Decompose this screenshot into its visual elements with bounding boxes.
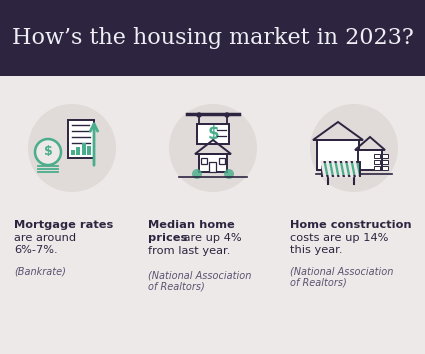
Text: costs are up 14%
this year.: costs are up 14% this year. <box>290 233 388 255</box>
FancyBboxPatch shape <box>71 150 75 155</box>
Text: are around
6%-7%.: are around 6%-7%. <box>14 233 76 255</box>
Circle shape <box>192 169 202 179</box>
FancyBboxPatch shape <box>374 160 380 164</box>
Text: $: $ <box>207 125 219 143</box>
FancyBboxPatch shape <box>382 160 388 164</box>
FancyBboxPatch shape <box>76 147 80 155</box>
FancyBboxPatch shape <box>0 0 425 76</box>
FancyBboxPatch shape <box>82 143 86 155</box>
FancyBboxPatch shape <box>201 158 207 164</box>
FancyBboxPatch shape <box>374 154 380 158</box>
Text: (National Association
of Realtors): (National Association of Realtors) <box>290 266 394 287</box>
Circle shape <box>224 169 234 179</box>
Text: How’s the housing market in 2023?: How’s the housing market in 2023? <box>11 27 414 49</box>
FancyBboxPatch shape <box>199 154 227 172</box>
Circle shape <box>35 139 61 165</box>
FancyBboxPatch shape <box>317 140 359 170</box>
Circle shape <box>28 104 116 192</box>
Text: Home construction: Home construction <box>290 220 412 230</box>
FancyBboxPatch shape <box>374 166 380 170</box>
Text: $: $ <box>44 145 52 159</box>
Circle shape <box>169 104 257 192</box>
FancyBboxPatch shape <box>68 120 94 158</box>
FancyBboxPatch shape <box>197 124 229 144</box>
FancyBboxPatch shape <box>88 146 91 155</box>
Circle shape <box>310 104 398 192</box>
Text: prices: prices <box>148 233 187 243</box>
FancyBboxPatch shape <box>322 162 360 176</box>
FancyBboxPatch shape <box>382 154 388 158</box>
Text: from last year.: from last year. <box>148 246 230 256</box>
Text: (Bankrate): (Bankrate) <box>14 266 66 276</box>
FancyBboxPatch shape <box>358 150 382 170</box>
FancyBboxPatch shape <box>219 158 225 164</box>
FancyBboxPatch shape <box>382 166 388 170</box>
Text: (National Association
of Realtors): (National Association of Realtors) <box>148 270 251 292</box>
Text: Mortgage rates: Mortgage rates <box>14 220 113 230</box>
Text: are up 4%: are up 4% <box>180 233 242 243</box>
Text: Median home: Median home <box>148 220 235 241</box>
FancyBboxPatch shape <box>210 162 216 172</box>
